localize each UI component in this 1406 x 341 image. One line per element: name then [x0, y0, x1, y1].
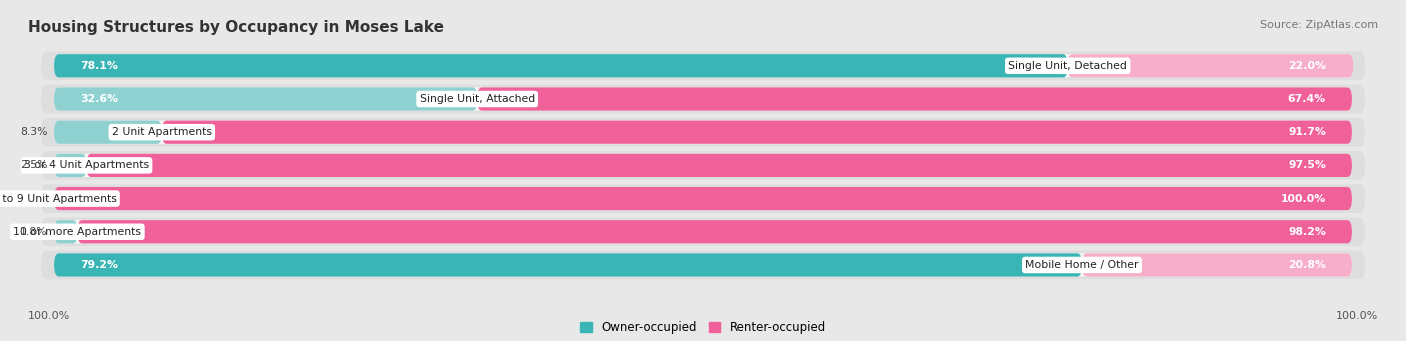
FancyBboxPatch shape: [53, 87, 477, 110]
Text: 10 or more Apartments: 10 or more Apartments: [14, 227, 142, 237]
FancyBboxPatch shape: [87, 154, 1353, 177]
Text: 79.2%: 79.2%: [80, 260, 118, 270]
FancyBboxPatch shape: [41, 118, 1365, 147]
Text: 100.0%: 100.0%: [1336, 311, 1378, 321]
FancyBboxPatch shape: [53, 220, 1353, 243]
FancyBboxPatch shape: [53, 187, 1353, 210]
FancyBboxPatch shape: [53, 253, 1083, 277]
FancyBboxPatch shape: [41, 251, 1365, 279]
FancyBboxPatch shape: [53, 187, 1353, 210]
FancyBboxPatch shape: [1083, 253, 1353, 277]
FancyBboxPatch shape: [41, 218, 1365, 246]
FancyBboxPatch shape: [53, 253, 1353, 277]
Text: 2.5%: 2.5%: [20, 160, 48, 170]
FancyBboxPatch shape: [53, 154, 1353, 177]
Text: 22.0%: 22.0%: [1288, 61, 1326, 71]
FancyBboxPatch shape: [53, 87, 1353, 110]
Text: 20.8%: 20.8%: [1288, 260, 1326, 270]
Text: 2 Unit Apartments: 2 Unit Apartments: [112, 127, 212, 137]
Text: 98.2%: 98.2%: [1288, 227, 1326, 237]
Text: Single Unit, Attached: Single Unit, Attached: [419, 94, 534, 104]
Text: 3 or 4 Unit Apartments: 3 or 4 Unit Apartments: [24, 160, 149, 170]
Text: 5 to 9 Unit Apartments: 5 to 9 Unit Apartments: [0, 194, 117, 204]
Text: 100.0%: 100.0%: [28, 311, 70, 321]
Text: 1.8%: 1.8%: [20, 227, 48, 237]
FancyBboxPatch shape: [41, 51, 1365, 80]
FancyBboxPatch shape: [53, 54, 1067, 77]
FancyBboxPatch shape: [53, 220, 77, 243]
Text: Single Unit, Detached: Single Unit, Detached: [1008, 61, 1128, 71]
FancyBboxPatch shape: [477, 87, 1353, 110]
Text: 67.4%: 67.4%: [1288, 94, 1326, 104]
Legend: Owner-occupied, Renter-occupied: Owner-occupied, Renter-occupied: [575, 316, 831, 339]
FancyBboxPatch shape: [77, 220, 1353, 243]
Text: 97.5%: 97.5%: [1288, 160, 1326, 170]
Text: Mobile Home / Other: Mobile Home / Other: [1025, 260, 1139, 270]
FancyBboxPatch shape: [41, 151, 1365, 180]
FancyBboxPatch shape: [53, 154, 87, 177]
FancyBboxPatch shape: [41, 184, 1365, 213]
Text: 100.0%: 100.0%: [1281, 194, 1326, 204]
Text: 78.1%: 78.1%: [80, 61, 118, 71]
Text: Source: ZipAtlas.com: Source: ZipAtlas.com: [1260, 20, 1378, 30]
Text: 8.3%: 8.3%: [20, 127, 48, 137]
Text: 91.7%: 91.7%: [1288, 127, 1326, 137]
FancyBboxPatch shape: [41, 85, 1365, 113]
FancyBboxPatch shape: [53, 121, 1353, 144]
Text: Housing Structures by Occupancy in Moses Lake: Housing Structures by Occupancy in Moses…: [28, 20, 444, 35]
FancyBboxPatch shape: [1067, 54, 1353, 77]
FancyBboxPatch shape: [53, 54, 1353, 77]
Text: 32.6%: 32.6%: [80, 94, 118, 104]
FancyBboxPatch shape: [162, 121, 1353, 144]
FancyBboxPatch shape: [53, 121, 162, 144]
